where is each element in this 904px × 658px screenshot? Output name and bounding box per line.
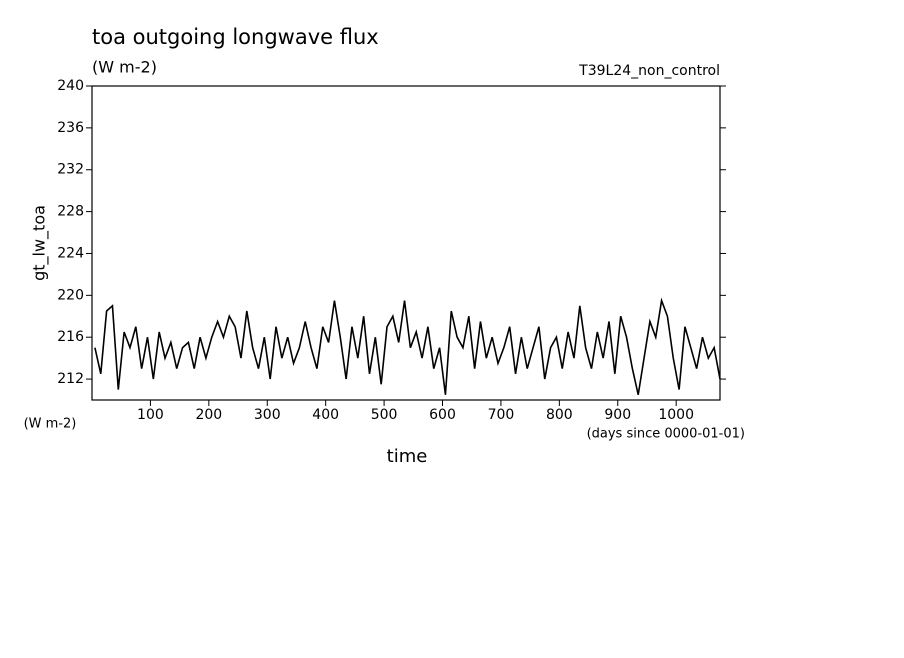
- y-axis-label: gt_lw_toa: [30, 205, 50, 281]
- x-tick-label: 300: [254, 407, 281, 423]
- y-tick-label: 212: [57, 371, 84, 387]
- y-units: (W m-2): [24, 417, 77, 432]
- y-tick-label: 240: [57, 78, 84, 94]
- chart-title: toa outgoing longwave flux: [92, 25, 379, 49]
- x-tick-label: 400: [312, 407, 339, 423]
- y-tick-label: 236: [57, 120, 84, 136]
- plot-frame: [91, 85, 721, 401]
- x-axis-label: time: [387, 446, 428, 467]
- x-tick-label: 100: [137, 407, 164, 423]
- x-tick-label: 1000: [658, 407, 694, 423]
- y-tick-label: 224: [57, 245, 84, 261]
- y-tick-label: 220: [57, 287, 84, 303]
- y-tick-label: 232: [57, 162, 84, 178]
- x-tick-label: 700: [488, 407, 515, 423]
- chart-subtitle: (W m-2): [92, 58, 157, 77]
- x-tick-label: 200: [195, 407, 222, 423]
- experiment-label: T39L24_non_control: [578, 63, 720, 79]
- data-line: [94, 297, 721, 395]
- x-tick-label: 600: [429, 407, 456, 423]
- x-tick-label: 500: [371, 407, 398, 423]
- x-tick-label: 800: [546, 407, 573, 423]
- x-units: (days since 0000-01-01): [587, 427, 745, 442]
- y-tick-label: 228: [57, 204, 84, 220]
- x-tick-label: 900: [604, 407, 631, 423]
- y-tick-label: 216: [57, 329, 84, 345]
